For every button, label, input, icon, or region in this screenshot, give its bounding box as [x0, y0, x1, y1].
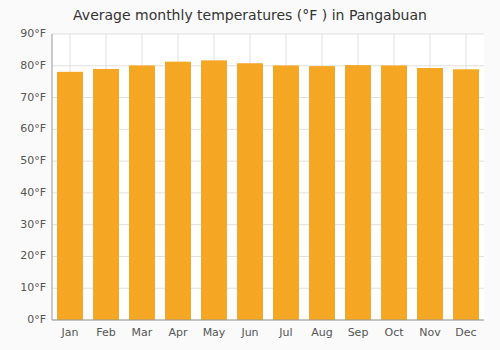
y-tick-label: 60°F: [20, 122, 46, 135]
y-grid-line: [52, 65, 484, 66]
x-tick-label: Feb: [96, 326, 115, 339]
x-tick-label: Jul: [278, 326, 292, 339]
x-tick-label: Oct: [384, 326, 404, 339]
y-axis-line: [52, 34, 53, 320]
background: [0, 0, 500, 350]
bar: [93, 69, 119, 320]
x-tick-label: May: [203, 326, 226, 339]
bar: [453, 69, 479, 320]
bar: [201, 60, 227, 320]
y-tick-label: 90°F: [20, 27, 46, 40]
y-tick-label: 10°F: [20, 281, 46, 294]
x-tick-label: Sep: [348, 326, 369, 339]
x-tick-label: Nov: [419, 326, 441, 339]
y-grid-line: [52, 320, 484, 321]
bar: [129, 65, 155, 320]
x-tick-label: Jun: [240, 326, 258, 339]
y-tick-label: 40°F: [20, 186, 46, 199]
y-tick-label: 20°F: [20, 249, 46, 262]
x-tick-label: Mar: [132, 326, 153, 339]
y-grid-line: [52, 34, 484, 35]
bar: [57, 72, 83, 320]
bar: [237, 63, 263, 320]
bars: [57, 60, 479, 320]
x-tick-label: Aug: [311, 326, 332, 339]
y-tick-label: 80°F: [20, 59, 46, 72]
chart-container: 0°F 10°F 20°F 30°F 40°F 50°F 60°F 70°F 80°F 90°F J…: [0, 0, 500, 350]
x-tick-label: Jan: [61, 326, 79, 339]
title: Average monthly temperatures (°F ) in Pa…: [73, 7, 427, 23]
bar: [309, 66, 335, 320]
x-tick-label: Apr: [168, 326, 188, 339]
y-tick-label: 50°F: [20, 154, 46, 167]
grid: [52, 34, 484, 320]
chart: 0°F 10°F 20°F 30°F 40°F 50°F 60°F 70°F 80°F 90°F J…: [0, 0, 500, 350]
x-tick-label: Dec: [455, 326, 476, 339]
x-axis-line: [52, 320, 484, 321]
x-axis: Jan Feb Mar Apr May Jun Jul Aug Sep Oct Nov Dec: [61, 326, 477, 339]
bar: [165, 62, 191, 320]
bar: [273, 65, 299, 320]
bar: [417, 68, 443, 320]
y-tick-label: 70°F: [20, 91, 46, 104]
bar: [381, 65, 407, 320]
plot-area: [52, 34, 484, 320]
y-tick-label: 0°F: [27, 313, 46, 326]
y-axis: 0°F 10°F 20°F 30°F 40°F 50°F 60°F 70°F 80°F 90°F: [20, 27, 46, 326]
y-tick-label: 30°F: [20, 218, 46, 231]
bar: [345, 65, 371, 320]
